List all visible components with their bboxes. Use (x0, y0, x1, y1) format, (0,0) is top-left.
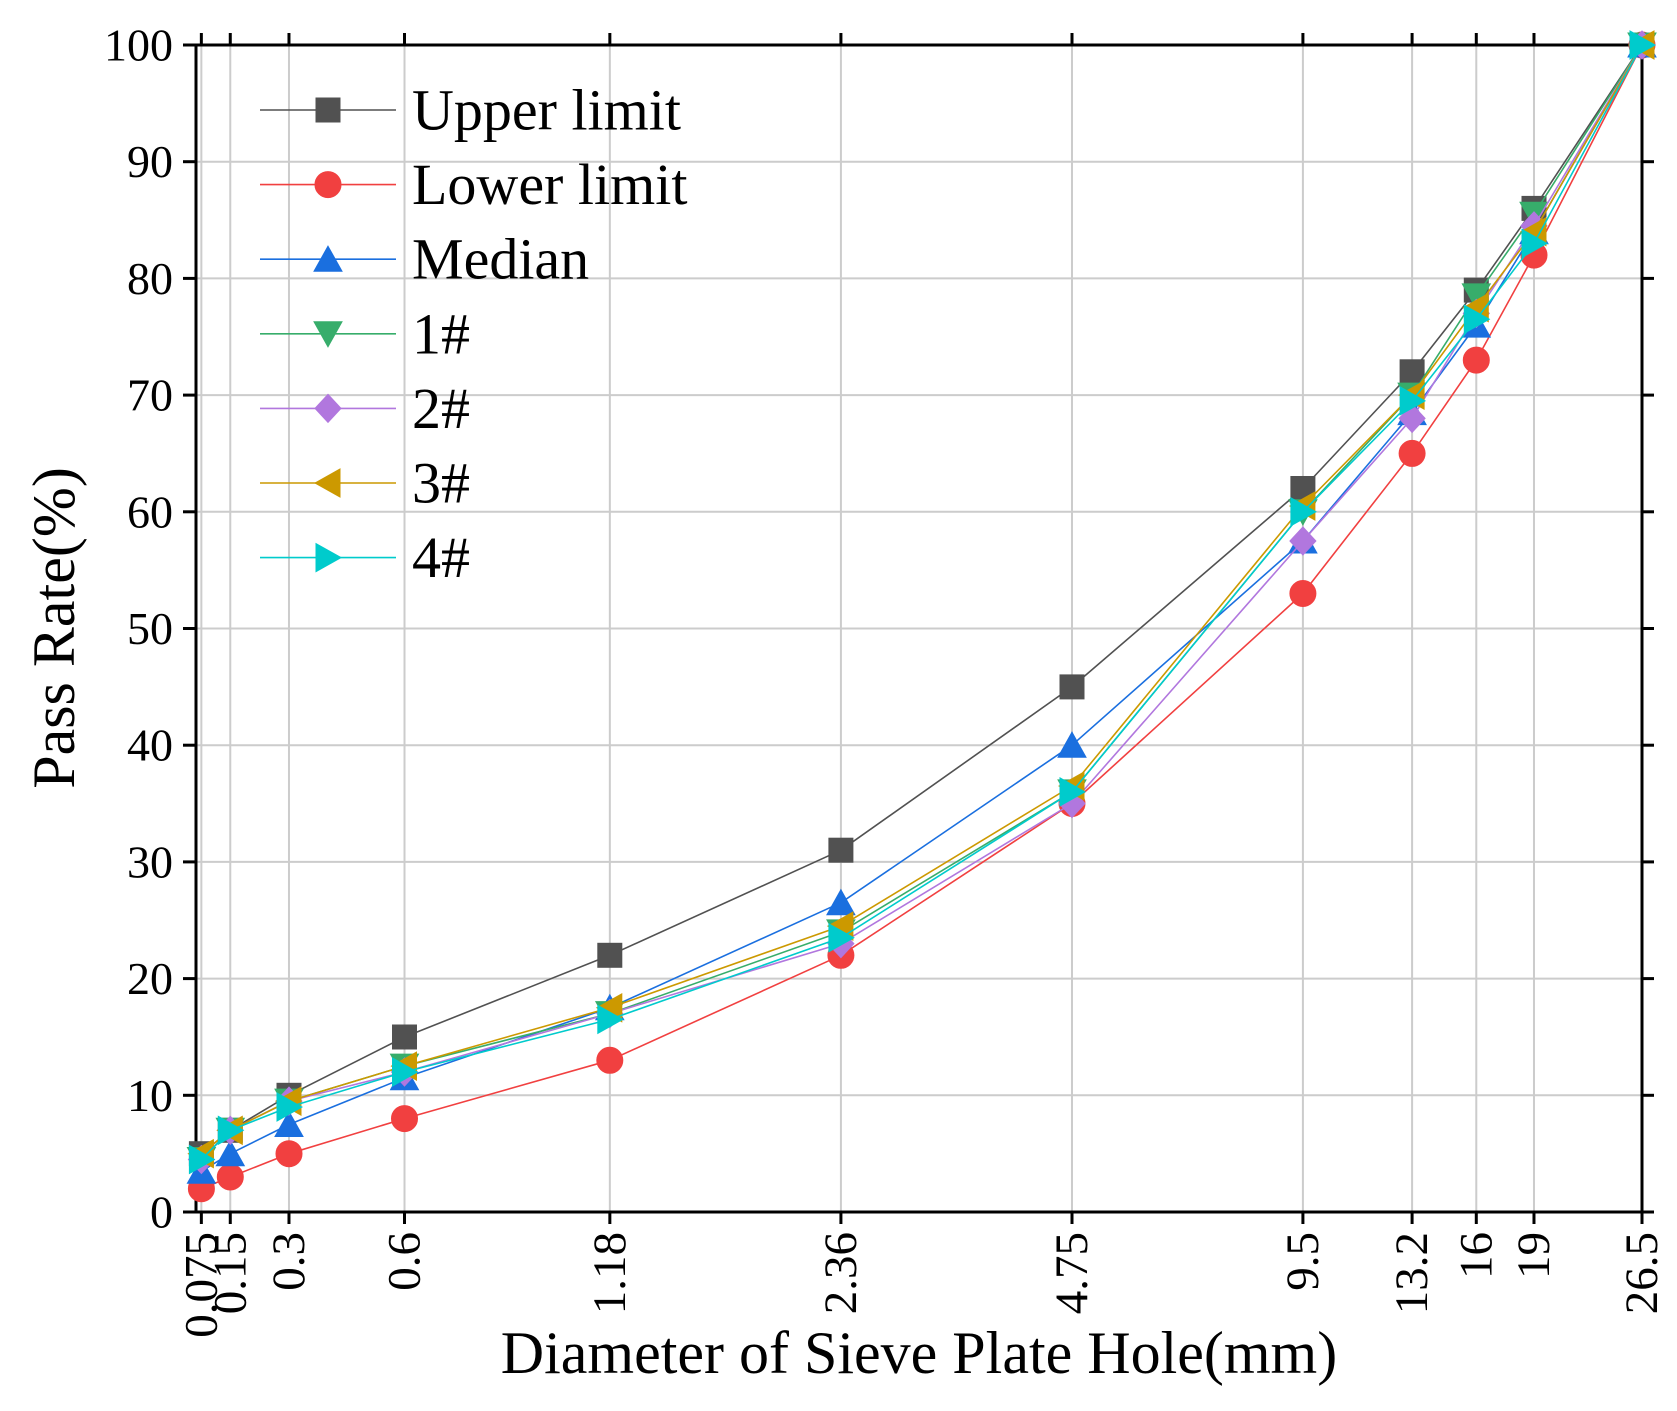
legend-entry-median: Median (260, 227, 589, 292)
legend-entry-sample-3: 3# (260, 451, 470, 516)
data-point-median-2-36 (826, 888, 856, 916)
y-tick-label: 40 (127, 720, 173, 771)
legend-entry-sample-1: 1# (260, 301, 470, 366)
x-tick-label: 0.3 (263, 1232, 315, 1291)
data-point-sample-4-0-15 (217, 1115, 245, 1146)
legend-label-sample-1: 1# (412, 301, 470, 366)
y-tick-label: 20 (127, 953, 173, 1004)
data-point-lower-limit-9-5 (1289, 580, 1317, 607)
data-point-sample-4-2-36 (828, 922, 855, 953)
data-point-sample-4-26-5 (1629, 30, 1657, 60)
data-point-sample-4-9-5 (1290, 496, 1317, 527)
y-tick-label: 100 (104, 20, 173, 71)
legend-marker-sample-3 (313, 468, 341, 498)
data-point-lower-limit-0-3 (275, 1140, 303, 1168)
y-tick-label: 80 (127, 253, 173, 304)
x-tick-label: 1.18 (584, 1232, 636, 1314)
series-sample-4 (188, 30, 1657, 1175)
legend-label-sample-3: 3# (412, 451, 470, 516)
data-point-sample-4-16 (1463, 304, 1491, 335)
data-point-lower-limit-16 (1462, 346, 1490, 374)
data-point-upper-limit-13-2 (1399, 359, 1425, 385)
data-point-sample-4-0-075 (188, 1144, 216, 1175)
y-axis-title: Pass Rate(%) (21, 467, 87, 789)
legend-entry-sample-4: 4# (260, 525, 470, 590)
data-point-upper-limit-2-36 (828, 837, 854, 863)
data-point-upper-limit-0-6 (392, 1024, 417, 1050)
x-axis-title: Diameter of Sieve Plate Hole(mm) (501, 1320, 1337, 1386)
data-point-sample-4-1-18 (597, 1004, 624, 1035)
data-point-lower-limit-0-15 (216, 1163, 244, 1191)
y-tick-label: 0 (150, 1187, 173, 1238)
x-tick-label: 26.5 (1616, 1232, 1668, 1314)
x-tick-label: 0.075 (175, 1232, 227, 1338)
y-tick-label: 50 (127, 603, 173, 654)
x-tick-label: 9.5 (1277, 1232, 1329, 1291)
data-point-median-0-15 (215, 1139, 246, 1167)
y-tick-label: 90 (127, 136, 173, 187)
legend-marker-sample-4 (315, 542, 343, 573)
legend-entry-sample-2: 2# (260, 376, 470, 441)
legend-marker-lower-limit (314, 171, 342, 199)
legend-marker-sample-2 (314, 393, 342, 424)
x-tick-label: 2.36 (815, 1232, 867, 1314)
legend: Upper limit Lower limit Median 1# 2# 3# 4# (260, 78, 687, 590)
data-point-lower-limit-13-2 (1398, 439, 1426, 467)
x-tick-label: 19 (1508, 1232, 1560, 1279)
y-tick-label: 60 (127, 486, 173, 537)
x-tick-label: 4.75 (1046, 1232, 1098, 1314)
legend-entry-upper-limit: Upper limit (260, 78, 681, 143)
x-tick-label: 13.2 (1386, 1232, 1438, 1314)
data-point-median-4-75 (1057, 731, 1087, 758)
data-point-sample-2-9-5 (1289, 526, 1317, 556)
y-tick-label: 70 (127, 370, 173, 421)
legend-label-upper-limit: Upper limit (412, 78, 681, 143)
x-tick-label: 0.6 (379, 1232, 431, 1291)
legend-label-median: Median (412, 227, 589, 292)
data-point-sample-4-0-6 (392, 1057, 419, 1087)
legend-label-sample-4: 4# (412, 525, 470, 590)
x-tick-label: 0.15 (204, 1232, 256, 1314)
legend-marker-upper-limit (315, 97, 341, 123)
data-point-sample-4-4-75 (1059, 777, 1087, 807)
data-point-sample-4-0-3 (276, 1092, 304, 1122)
x-tick-label: 16 (1450, 1232, 1502, 1279)
legend-label-sample-2: 2# (412, 376, 470, 441)
data-point-median-0-3 (274, 1110, 304, 1137)
data-point-lower-limit-1-18 (596, 1046, 624, 1074)
data-point-lower-limit-0-6 (391, 1105, 418, 1133)
data-point-sample-4-19 (1521, 228, 1549, 259)
legend-label-lower-limit: Lower limit (412, 152, 687, 217)
legend-entry-lower-limit: Lower limit (260, 152, 687, 217)
series-layer (186, 30, 1657, 1203)
legend-marker-median (313, 245, 343, 272)
y-tick-label: 30 (127, 836, 173, 887)
data-point-sample-4-13-2 (1399, 386, 1427, 416)
y-tick-label: 10 (127, 1070, 173, 1121)
data-point-upper-limit-1-18 (597, 942, 623, 968)
data-point-upper-limit-4-75 (1059, 674, 1085, 700)
legend-marker-sample-1 (313, 321, 343, 348)
